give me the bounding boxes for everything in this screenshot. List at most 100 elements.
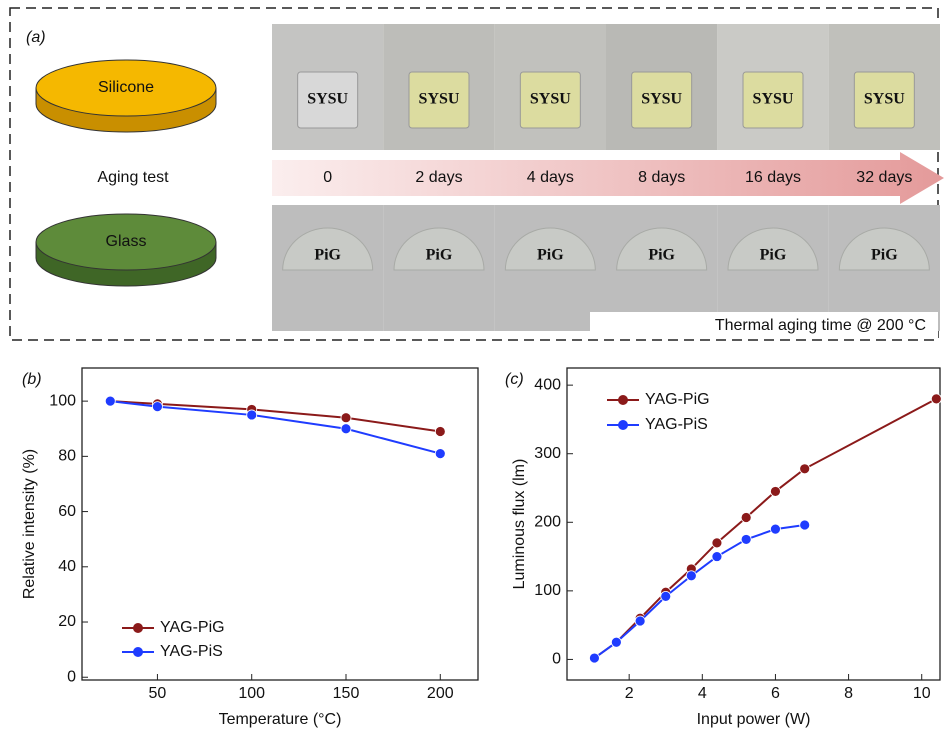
x-tick-label: 150 bbox=[333, 685, 360, 702]
sample-text: SYSU bbox=[753, 91, 794, 108]
data-point bbox=[246, 409, 258, 421]
sample-text: PiG bbox=[871, 247, 898, 264]
disk-top bbox=[35, 213, 217, 271]
data-point bbox=[740, 534, 752, 545]
y-tick-label: 60 bbox=[58, 503, 76, 520]
data-point bbox=[634, 615, 646, 627]
glass-sample bbox=[393, 227, 485, 271]
material-label: Glass bbox=[106, 233, 147, 250]
data-point bbox=[589, 652, 600, 664]
x-tick-label: 8 bbox=[844, 685, 853, 702]
silicone-sample bbox=[297, 71, 359, 129]
data-point bbox=[434, 426, 446, 437]
arrow-label: Aging test bbox=[97, 169, 169, 186]
time-label: 4 days bbox=[527, 169, 574, 186]
legend-label: YAG-PiS bbox=[645, 416, 708, 433]
glass-sample bbox=[282, 227, 374, 271]
data-point bbox=[930, 393, 942, 405]
y-tick-label: 80 bbox=[58, 448, 76, 465]
data-point bbox=[799, 519, 811, 531]
x-tick-label: 200 bbox=[427, 685, 454, 702]
sample-text: PiG bbox=[537, 247, 564, 264]
y-tick-label: 100 bbox=[49, 392, 76, 409]
data-point bbox=[685, 570, 697, 582]
legend-marker bbox=[618, 395, 628, 405]
silicone-sample bbox=[408, 71, 470, 129]
data-point bbox=[340, 423, 352, 435]
data-point bbox=[740, 512, 752, 523]
glass-sample bbox=[504, 227, 596, 271]
x-tick-label: 2 bbox=[625, 685, 634, 702]
glass-sample bbox=[838, 227, 930, 271]
data-point bbox=[434, 448, 446, 459]
sample-text: SYSU bbox=[419, 91, 460, 108]
sample-text: PiG bbox=[426, 247, 453, 264]
time-label: 8 days bbox=[638, 169, 685, 186]
legend-marker bbox=[133, 623, 143, 633]
legend-marker bbox=[618, 420, 628, 430]
data-point bbox=[770, 523, 781, 535]
x-tick-label: 10 bbox=[913, 685, 931, 702]
x-tick-label: 6 bbox=[771, 685, 780, 702]
caption: Thermal aging time @ 200 °C bbox=[715, 317, 926, 334]
data-point bbox=[104, 395, 116, 407]
y-tick-label: 0 bbox=[67, 668, 76, 685]
time-arrow bbox=[272, 152, 944, 204]
y-tick-label: 100 bbox=[534, 582, 561, 599]
series-line bbox=[593, 397, 937, 659]
sample-text: PiG bbox=[314, 247, 341, 264]
silicone-sample bbox=[742, 71, 804, 129]
panel-frame bbox=[9, 7, 939, 341]
legend-label: YAG-PiG bbox=[645, 391, 710, 408]
y-tick-label: 300 bbox=[534, 445, 561, 462]
caption-bg bbox=[590, 312, 938, 338]
sample-text: SYSU bbox=[530, 91, 571, 108]
disk-top bbox=[35, 59, 217, 117]
glass-sample bbox=[727, 227, 819, 271]
x-axis-label: Temperature (°C) bbox=[219, 711, 342, 728]
sample-text: SYSU bbox=[307, 91, 348, 108]
y-tick-label: 0 bbox=[552, 651, 561, 668]
sample-text: PiG bbox=[648, 247, 675, 264]
sample-text: PiG bbox=[760, 247, 787, 264]
material-label: Silicone bbox=[98, 79, 154, 96]
time-label: 16 days bbox=[745, 169, 801, 186]
data-point bbox=[610, 636, 622, 648]
legend-label: YAG-PiS bbox=[160, 643, 223, 660]
time-label: 0 bbox=[323, 169, 332, 186]
data-point bbox=[152, 401, 163, 413]
silicone-sample bbox=[853, 71, 915, 129]
panel-label: (c) bbox=[505, 371, 524, 388]
data-point bbox=[799, 463, 811, 475]
silicone-sample bbox=[519, 71, 581, 129]
x-tick-label: 100 bbox=[238, 685, 265, 702]
sample-text: SYSU bbox=[641, 91, 682, 108]
time-label: 32 days bbox=[856, 169, 912, 186]
x-tick-label: 4 bbox=[698, 685, 707, 702]
data-point bbox=[660, 590, 672, 602]
x-tick-label: 50 bbox=[149, 685, 167, 702]
y-tick-label: 20 bbox=[58, 613, 76, 630]
plot-frame bbox=[81, 367, 479, 681]
y-tick-label: 400 bbox=[534, 376, 561, 393]
y-tick-label: 200 bbox=[534, 514, 561, 531]
time-label: 2 days bbox=[415, 169, 462, 186]
silicone-sample bbox=[631, 71, 693, 129]
y-tick-label: 40 bbox=[58, 558, 76, 575]
data-point bbox=[711, 537, 723, 549]
data-point bbox=[711, 551, 723, 562]
series-line bbox=[593, 524, 805, 659]
sample-text: SYSU bbox=[864, 91, 905, 108]
x-axis-label: Input power (W) bbox=[697, 711, 811, 728]
data-point bbox=[770, 486, 781, 497]
legend-label: YAG-PiG bbox=[160, 619, 225, 636]
glass-sample bbox=[616, 227, 708, 271]
y-axis-label: Luminous flux (lm) bbox=[511, 459, 528, 590]
y-axis-label: Relative intensity (%) bbox=[21, 449, 38, 599]
panel-label: (b) bbox=[22, 371, 42, 388]
data-point bbox=[340, 412, 352, 424]
legend-marker bbox=[133, 647, 143, 657]
plot-frame bbox=[566, 367, 941, 681]
panel-label: (a) bbox=[26, 29, 46, 46]
